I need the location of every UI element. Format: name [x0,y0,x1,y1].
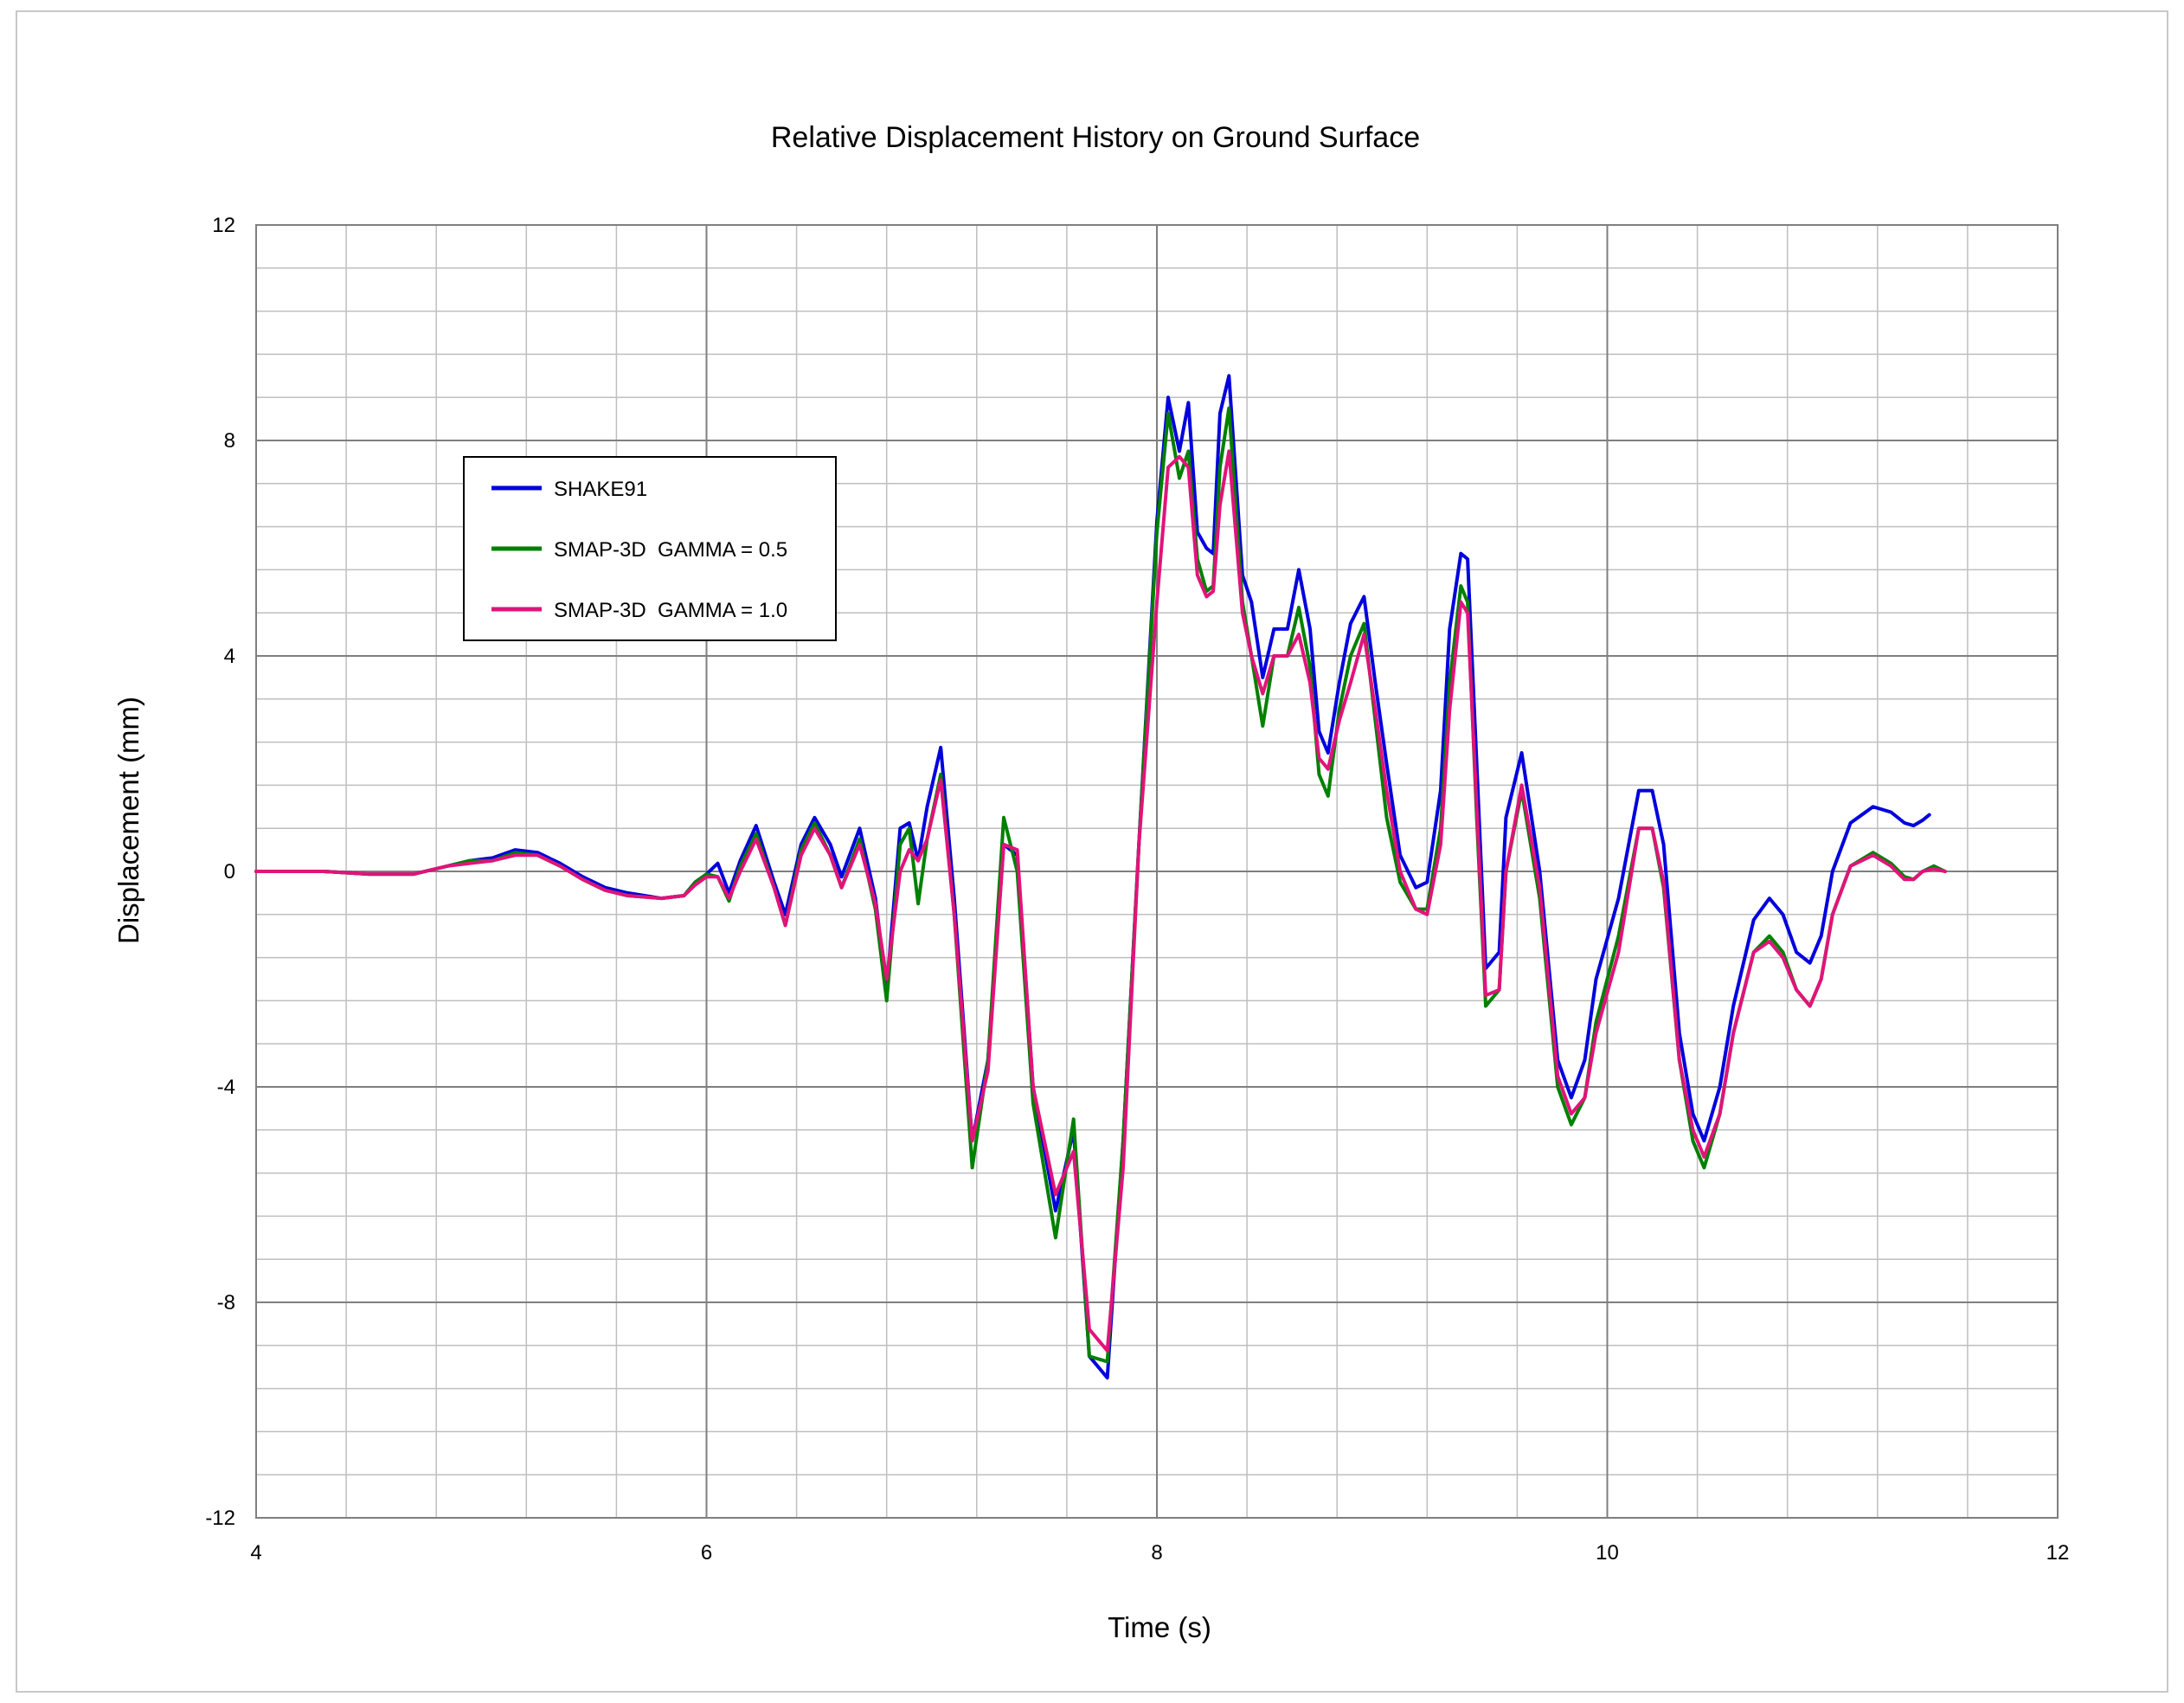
series-lines [254,374,1947,1380]
legend-label-2: SMAP-3D GAMMA = 0.5 [554,538,787,562]
x-axis-tick-labels: 4 6 8 10 12 [250,1541,2069,1565]
legend-label-3: SMAP-3D GAMMA = 1.0 [554,599,787,622]
legend: SHAKE91 SMAP-3D GAMMA = 0.5 SMAP-3D GAMMA … [463,456,837,641]
series-line-1 [254,374,1931,1380]
legend-label-1: SHAKE91 [554,478,647,501]
x-tick-label: 6 [701,1541,712,1565]
y-tick-label: 8 [224,429,235,453]
y-tick-label: 0 [224,860,235,884]
x-tick-label: 8 [1151,1541,1162,1565]
major-gridlines [255,224,2059,1519]
y-tick-label: 12 [212,214,235,237]
series-line-3 [254,449,1947,1353]
y-tick-label: 4 [224,645,235,668]
y-axis-tick-labels: -12 -8 -4 0 4 8 12 [205,214,235,1530]
y-tick-label: -12 [205,1507,235,1530]
x-tick-label: 4 [250,1541,261,1565]
y-tick-label: -8 [217,1291,235,1314]
x-tick-label: 12 [2046,1541,2070,1565]
chart-title: Relative Displacement History on Ground … [771,121,1420,154]
y-axis-label: Displacement (mm) [112,697,145,944]
x-tick-label: 10 [1596,1541,1619,1565]
x-axis-label: Time (s) [1108,1611,1211,1643]
chart-frame [16,10,2168,1693]
y-tick-label: -4 [217,1076,235,1099]
